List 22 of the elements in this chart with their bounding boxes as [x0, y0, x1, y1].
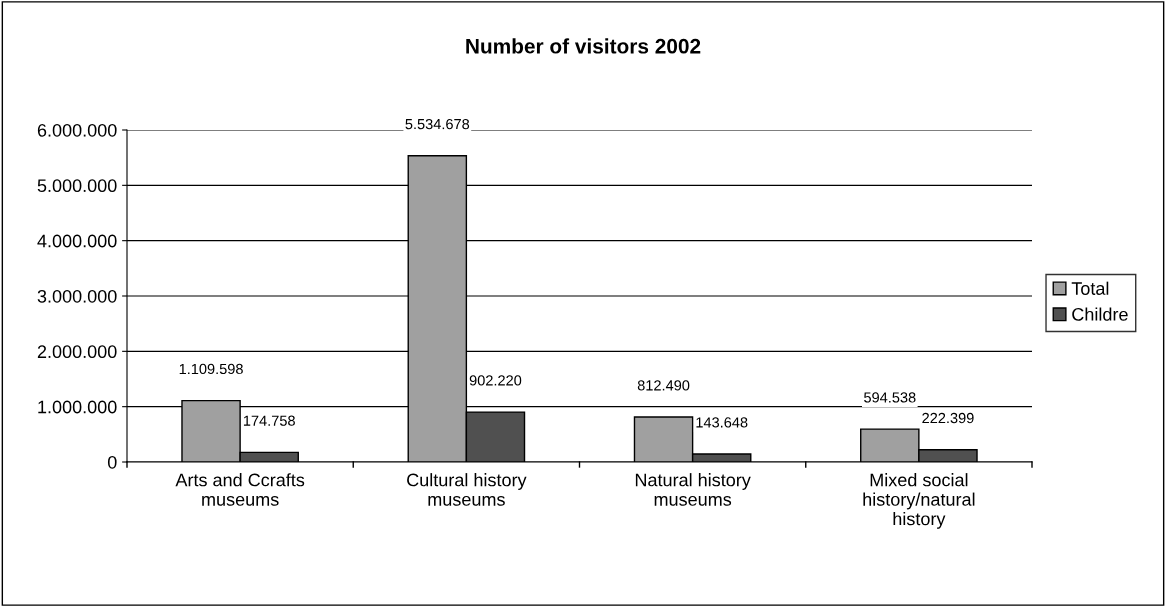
data-label: 812.490	[637, 380, 690, 391]
x-tick-label: Natural history museums	[635, 473, 751, 506]
y-tick-label: 2.000.000	[37, 345, 117, 359]
legend-label: Total	[1071, 281, 1109, 295]
data-label: 222.399	[922, 412, 974, 424]
x-tick-label: Mixed social history/natural history	[863, 473, 975, 529]
x-tick-label: Arts and Ccrafts museums	[175, 473, 305, 506]
chart-title: Number of visitors 2002	[466, 38, 701, 54]
data-label: 143.648	[696, 417, 748, 428]
y-tick-label: 1.000.000	[38, 400, 117, 414]
data-label: 5.534.678	[405, 118, 470, 130]
data-label: 594.538	[864, 392, 916, 403]
legend-label: Childre	[1072, 307, 1128, 321]
data-label: 1.109.598	[179, 363, 243, 375]
y-tick-label: 6.000.000	[37, 123, 117, 137]
y-tick-label: 4.000.000	[37, 234, 117, 248]
y-tick-label: 3.000.000	[37, 289, 117, 303]
y-tick-label: 5.000.000	[37, 179, 117, 193]
data-label: 174.758	[243, 415, 295, 426]
data-label: 902.220	[469, 375, 522, 386]
x-tick-label: Cultural history museums	[407, 473, 527, 506]
y-tick-label: 0	[107, 455, 117, 469]
